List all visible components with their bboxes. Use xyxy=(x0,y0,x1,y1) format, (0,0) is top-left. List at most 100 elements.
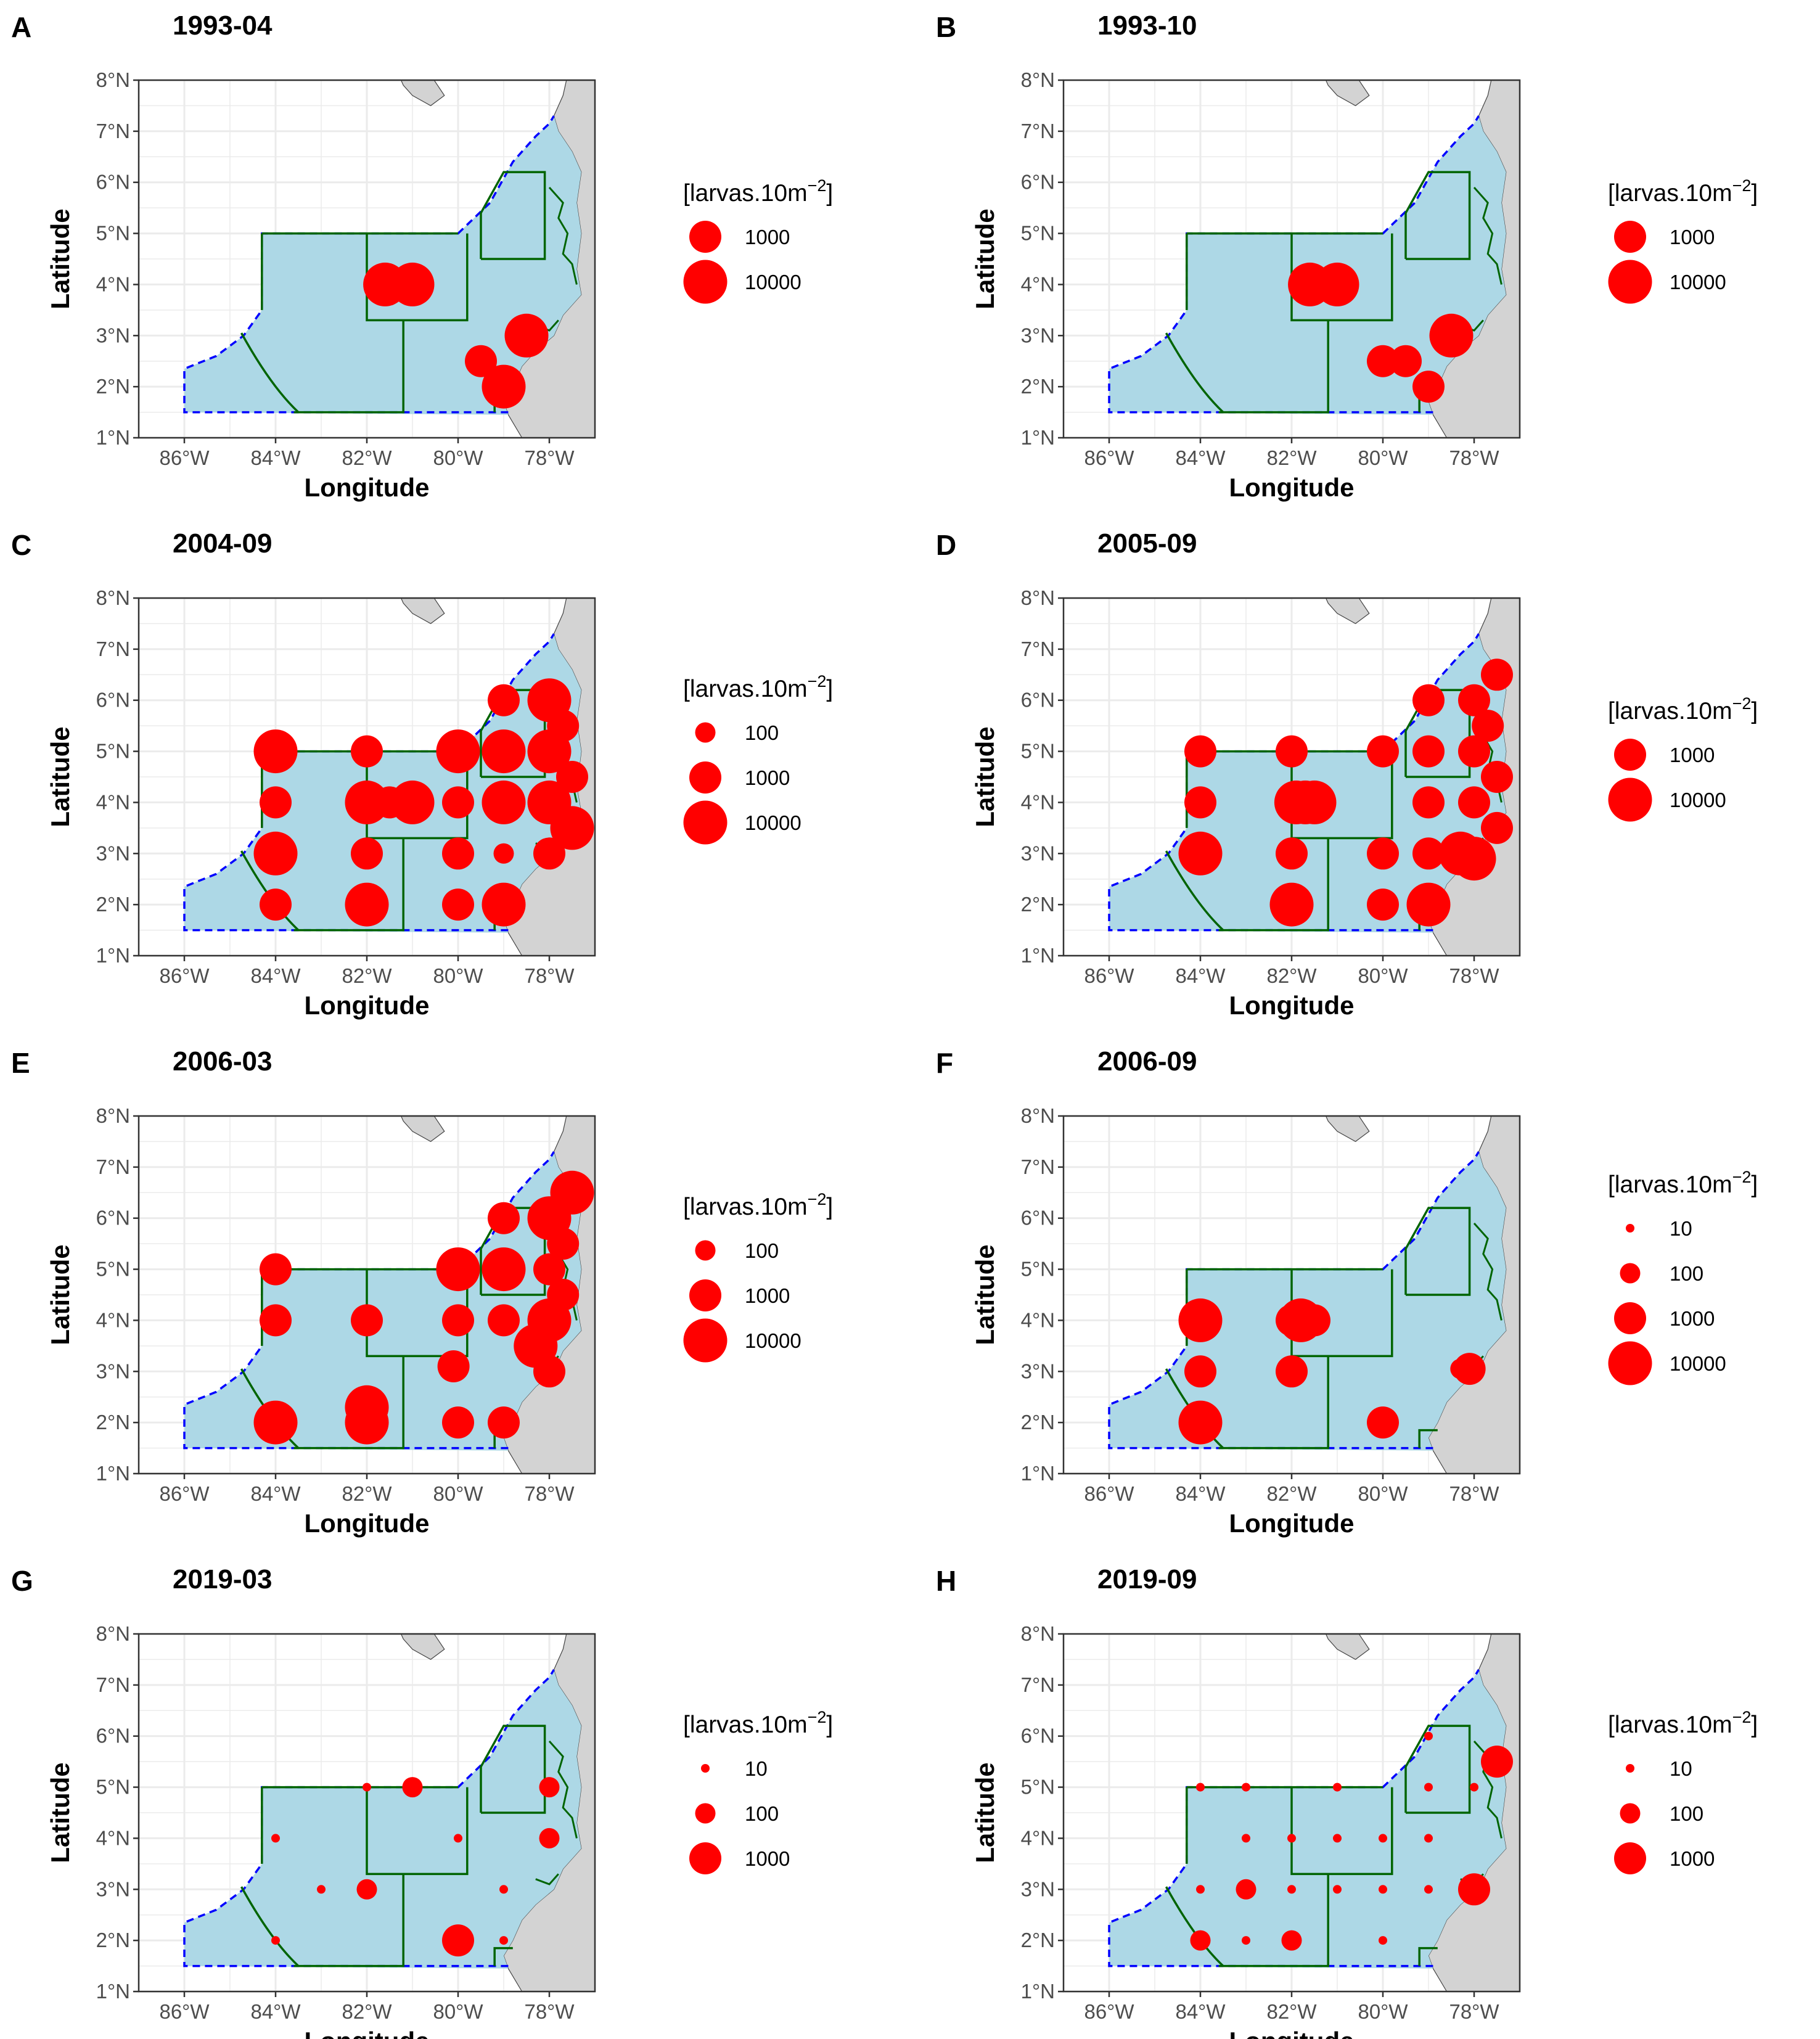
legend-key xyxy=(1620,1263,1641,1284)
data-point xyxy=(345,1400,389,1445)
data-point xyxy=(1481,811,1513,844)
zone-south-edge xyxy=(293,838,404,932)
data-point xyxy=(1367,735,1399,768)
data-points xyxy=(271,1777,560,1957)
data-point xyxy=(390,780,435,824)
data-point xyxy=(436,1247,480,1292)
y-tick-label: 4°N xyxy=(96,790,130,813)
legend-key xyxy=(695,722,716,743)
x-tick-label: 86°W xyxy=(159,446,210,469)
x-tick-label: 78°W xyxy=(524,2000,575,2023)
legend-label: 10 xyxy=(1670,1217,1692,1240)
zone-south-edge xyxy=(293,1356,404,1450)
data-point xyxy=(317,1885,326,1894)
zone-outlines xyxy=(240,1725,578,1967)
panel-letter-g: G xyxy=(11,1565,33,1597)
data-point xyxy=(356,1879,377,1900)
legend-key xyxy=(1608,260,1652,304)
legend-key xyxy=(683,800,728,845)
legend-key xyxy=(689,761,721,794)
data-point xyxy=(1412,735,1445,768)
x-tick-label: 80°W xyxy=(433,2000,483,2023)
y-tick-label: 4°N xyxy=(1021,273,1055,295)
map-layers xyxy=(1108,1634,1520,1992)
y-tick-label: 2°N xyxy=(1021,1929,1055,1951)
legend-key xyxy=(683,1318,728,1363)
data-point xyxy=(1333,1885,1342,1894)
sea-area xyxy=(184,1670,581,1969)
panel-letter-b: B xyxy=(936,11,956,43)
data-point xyxy=(271,1936,280,1945)
data-point xyxy=(1178,831,1223,876)
legend-label: 10000 xyxy=(1670,789,1726,811)
legend-key xyxy=(1620,1803,1641,1824)
data-points xyxy=(363,262,549,409)
legend-label: 10 xyxy=(745,1757,768,1780)
map-panel-d: D 2005-09 1°N 2°N 3°N 4°N 5°N 6°N 7°N 8°N 86°W 84°W… xyxy=(936,528,1758,1020)
data-point xyxy=(442,1924,474,1957)
map-layers xyxy=(1108,598,1520,956)
data-point xyxy=(454,1834,462,1843)
x-axis-label: Longitude xyxy=(305,1509,430,1538)
data-point xyxy=(253,831,298,876)
data-point xyxy=(1276,837,1308,870)
x-tick-label: 82°W xyxy=(342,1482,392,1505)
data-points xyxy=(1178,658,1513,927)
zone-coastal-strip xyxy=(548,187,578,285)
x-axis-label: Longitude xyxy=(305,473,430,502)
x-axis-label: Longitude xyxy=(305,2027,430,2039)
y-tick-label: 2°N xyxy=(1021,375,1055,398)
y-axis-label: Latitude xyxy=(970,726,999,827)
legend-label: 10000 xyxy=(745,811,801,834)
panel-title-d: 2005-09 xyxy=(1097,528,1197,559)
y-tick-label: 8°N xyxy=(96,586,130,609)
x-axis-label: Longitude xyxy=(1229,991,1355,1020)
y-tick-label: 7°N xyxy=(96,638,130,660)
x-tick-label: 84°W xyxy=(1175,964,1226,987)
data-point xyxy=(1178,1298,1223,1342)
data-point xyxy=(1333,1783,1342,1792)
y-tick-label: 7°N xyxy=(96,120,130,142)
land-fragment xyxy=(1325,1634,1370,1660)
legend-key xyxy=(1614,1302,1646,1334)
y-tick-label: 4°N xyxy=(1021,1308,1055,1331)
data-point xyxy=(1190,1930,1211,1951)
y-tick-label: 3°N xyxy=(96,842,130,864)
y-tick-label: 4°N xyxy=(96,273,130,295)
data-point xyxy=(363,1783,371,1792)
data-point xyxy=(437,1350,470,1382)
data-point xyxy=(482,780,526,824)
data-point xyxy=(1429,313,1474,358)
data-point xyxy=(1452,837,1496,881)
y-tick-label: 8°N xyxy=(1021,1104,1055,1127)
data-point xyxy=(345,882,389,927)
data-point xyxy=(1412,684,1445,716)
data-point xyxy=(1184,1355,1216,1388)
x-tick-label: 84°W xyxy=(250,964,301,987)
zone-south-edge xyxy=(1218,838,1329,932)
y-tick-label: 3°N xyxy=(96,1877,130,1900)
x-tick-label: 86°W xyxy=(159,2000,210,2023)
data-point xyxy=(488,1406,520,1439)
data-point xyxy=(1333,1834,1342,1843)
y-tick-label: 6°N xyxy=(1021,1207,1055,1229)
panel-title-c: 2004-09 xyxy=(173,528,272,559)
data-point xyxy=(1481,658,1513,691)
legend-key xyxy=(689,221,721,253)
zone-northeast-box xyxy=(1404,1725,1471,1814)
legend-label: 10000 xyxy=(1670,1352,1726,1375)
zone-south-box xyxy=(1418,1429,1438,1448)
x-tick-label: 82°W xyxy=(342,964,392,987)
data-point xyxy=(1276,1355,1308,1388)
x-tick-label: 80°W xyxy=(1358,446,1408,469)
legend-label: 10000 xyxy=(745,271,801,293)
data-point xyxy=(1379,1936,1387,1945)
data-point xyxy=(260,1304,292,1337)
x-tick-label: 78°W xyxy=(524,964,575,987)
y-tick-label: 2°N xyxy=(96,1411,130,1434)
panel-title-g: 2019-03 xyxy=(173,1564,272,1594)
y-tick-label: 5°N xyxy=(1021,222,1055,245)
data-point xyxy=(1287,1885,1296,1894)
x-tick-label: 86°W xyxy=(1084,964,1134,987)
legend-label: 1000 xyxy=(745,1284,790,1307)
